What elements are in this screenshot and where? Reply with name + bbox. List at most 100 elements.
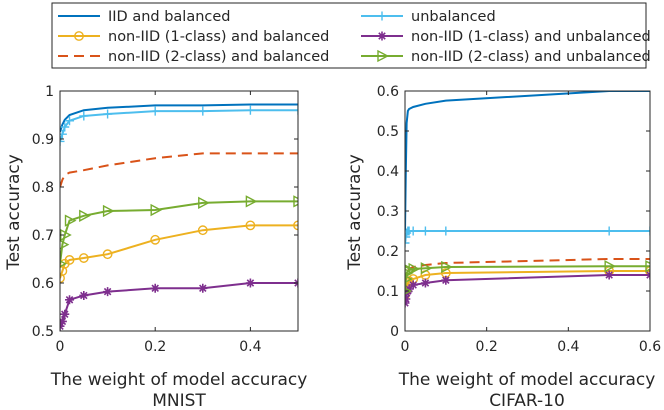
data-point-n1_unbal	[60, 316, 67, 326]
series-group	[405, 91, 650, 308]
y-tick-label: 0.1	[377, 284, 399, 300]
data-point-n1_unbal	[60, 309, 70, 319]
y-tick-label: 1	[45, 84, 54, 100]
data-point-n1_bal	[60, 273, 65, 284]
legend-label: non-IID (2-class) and balanced	[108, 49, 329, 65]
axes-box	[59, 90, 299, 332]
data-point-n2_unbal	[79, 209, 91, 222]
legend-label: non-IID (2-class) and unbalanced	[411, 49, 651, 65]
legend-label: non-IID (1-class) and balanced	[108, 29, 329, 45]
data-point-n1_unbal	[150, 283, 160, 293]
legend-label: IID and balanced	[108, 9, 231, 25]
data-point-unbal	[60, 136, 65, 146]
y-tick-label: 0.5	[377, 124, 399, 140]
data-point-unbal	[420, 226, 430, 236]
data-point-n1_bal	[245, 220, 256, 231]
mnist-chart: Test accuracy The weight of model accura…	[4, 84, 307, 410]
data-point-n1_unbal	[405, 284, 414, 294]
chart-subtitle: CIFAR-10	[489, 391, 565, 410]
legend-label: unbalanced	[411, 9, 496, 25]
data-point-n1_bal	[78, 253, 89, 263]
data-point-n1_bal	[64, 255, 75, 265]
data-point-unbal	[408, 226, 418, 236]
plot-area	[60, 91, 298, 331]
data-point-n1_unbal	[604, 270, 614, 280]
y-tick-label: 0.8	[32, 180, 54, 196]
series-line-n2_bal	[60, 152, 298, 188]
series-line-iid_bal	[60, 103, 298, 133]
series-line-n1_unbal	[60, 282, 298, 327]
data-point-n1_bal	[102, 249, 113, 260]
data-point-unbal	[103, 109, 113, 119]
data-point-n2_unbal	[60, 239, 70, 250]
data-point-n1_bal	[150, 234, 161, 245]
x-axis-label: The weight of model accuracy	[50, 370, 308, 390]
y-tick-label: 0.6	[32, 276, 54, 292]
legend-entry-noniid2-unbalanced: non-IID (2-class) and unbalanced	[361, 49, 651, 65]
data-point-unbal	[293, 105, 298, 115]
x-tick-label: 0	[56, 339, 65, 355]
data-point-unbal	[60, 129, 67, 139]
data-point-n2_unbal	[420, 262, 433, 275]
data-point-n1_unbal	[198, 283, 208, 293]
legend-marker-n1_unbal	[377, 31, 387, 41]
y-tick-label: 0	[390, 324, 399, 340]
legend-box	[51, 2, 647, 69]
data-point-n2_unbal	[604, 260, 617, 273]
data-point-n2_unbal	[441, 260, 453, 274]
x-tick-label: 0	[401, 339, 410, 355]
y-axis-label: Test accuracy	[345, 154, 365, 271]
data-point-unbal	[79, 111, 89, 121]
x-tick-label: 0.2	[144, 339, 166, 355]
legend-entry-unbalanced: unbalanced	[361, 9, 496, 25]
legend-marker-unbal	[377, 11, 387, 21]
plot-area	[405, 91, 650, 331]
data-point-unbal	[441, 226, 451, 236]
data-point-unbal	[604, 226, 614, 236]
data-point-n1_bal	[197, 225, 208, 236]
legend-entry-noniid1-unbalanced: non-IID (1-class) and unbalanced	[361, 29, 651, 45]
data-point-n1_unbal	[420, 278, 430, 288]
data-point-n2_unbal	[408, 262, 421, 276]
data-point-n1_unbal	[65, 295, 75, 305]
data-point-n1_unbal	[103, 287, 113, 297]
y-tick-label: 0.3	[377, 204, 399, 220]
x-axis-label: The weight of model accuracy	[398, 370, 656, 390]
data-point-n1_unbal	[79, 290, 89, 300]
y-tick-label: 0.5	[32, 324, 54, 340]
data-point-n1_unbal	[405, 294, 411, 304]
data-point-n2_unbal	[60, 260, 68, 268]
series-line-n2_unbal	[60, 200, 298, 264]
y-tick-label: 0.9	[32, 132, 54, 148]
data-point-n2_unbal	[102, 204, 115, 218]
data-point-n2_unbal	[645, 260, 650, 273]
legend-entry-noniid1-balanced: non-IID (1-class) and balanced	[58, 29, 329, 45]
data-point-n2_unbal	[245, 195, 258, 208]
x-tick-label: 0.2	[476, 339, 498, 355]
legend-label: non-IID (1-class) and unbalanced	[411, 29, 651, 45]
x-tick-label: 0.6	[639, 339, 661, 355]
data-point-unbal	[65, 116, 75, 126]
y-tick-label: 0.7	[32, 228, 54, 244]
legend: IID and balanced unbalanced non-IID (1-c…	[51, 2, 651, 69]
y-tick-label: 0.6	[377, 84, 399, 100]
data-point-unbal	[245, 105, 255, 115]
data-point-unbal	[60, 122, 70, 132]
y-axis-label: Test accuracy	[4, 154, 24, 271]
data-point-unbal	[405, 232, 411, 242]
data-point-n2_unbal	[405, 287, 413, 295]
x-tick-label: 0.4	[557, 339, 579, 355]
y-tick-label: 0.4	[377, 164, 399, 180]
chart-subtitle: MNIST	[152, 391, 206, 410]
data-point-unbal	[198, 106, 208, 116]
x-tick-label: 0.4	[239, 339, 261, 355]
legend-entry-iid-balanced: IID and balanced	[58, 9, 231, 25]
series-line-iid_bal	[405, 91, 650, 232]
series-group	[60, 103, 298, 331]
data-point-n1_unbal	[245, 278, 255, 288]
y-tick-label: 0.2	[377, 244, 399, 260]
legend-marker-n1_bal	[74, 31, 84, 41]
data-point-n2_unbal	[150, 203, 163, 217]
cifar10-chart: Test accuracy The weight of model accura…	[345, 84, 661, 410]
